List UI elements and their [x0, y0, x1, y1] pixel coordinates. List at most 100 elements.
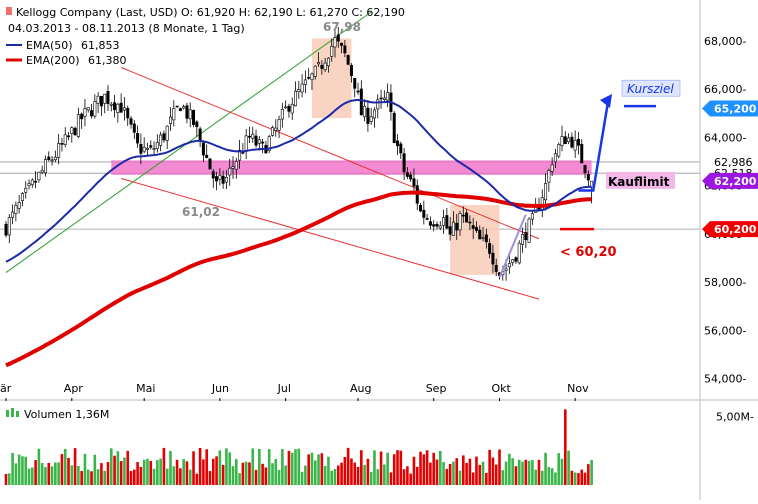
month-label: är	[0, 382, 12, 395]
volume-bar	[251, 448, 255, 485]
volume-bar	[169, 450, 172, 485]
candle	[70, 126, 74, 143]
volume-bar	[313, 460, 317, 485]
volume-bar	[277, 469, 281, 485]
volume-bar	[392, 454, 396, 485]
volume-bar	[60, 454, 64, 485]
candle	[442, 209, 446, 234]
legend-ema50-name: EMA(50)	[26, 39, 73, 52]
volume-bar	[109, 448, 113, 485]
volume-bar	[333, 468, 337, 485]
volume-bar	[162, 447, 166, 485]
candle	[313, 65, 317, 80]
candle	[583, 164, 587, 179]
candle	[14, 201, 18, 222]
candle	[116, 102, 120, 123]
svg-text:65,200: 65,200	[714, 103, 757, 116]
volume-bar	[455, 458, 459, 485]
support-zone	[111, 160, 592, 175]
volume-bar	[422, 454, 426, 485]
candle	[43, 155, 47, 177]
candle	[530, 210, 534, 225]
volume-bar	[452, 461, 455, 485]
volume-bar	[40, 462, 44, 485]
candle	[471, 217, 475, 240]
candle	[330, 38, 334, 62]
volume-bar	[356, 466, 360, 485]
volume-bar	[511, 458, 514, 485]
volume-bar	[320, 453, 324, 485]
candle	[369, 107, 373, 125]
volume-bar	[567, 450, 570, 485]
volume-bar	[396, 450, 399, 485]
volume-bar	[369, 471, 373, 485]
volume-bar	[468, 458, 472, 485]
candle	[432, 220, 436, 232]
volume-bar	[261, 463, 264, 485]
price-tick-label: 68,000-	[704, 35, 746, 48]
candle	[76, 107, 80, 139]
candle	[136, 125, 140, 148]
candle	[211, 168, 215, 189]
volume-bar	[475, 456, 478, 485]
candle	[415, 179, 419, 211]
volume-bar	[409, 473, 412, 485]
candle	[478, 225, 482, 240]
candle	[67, 132, 71, 141]
level-label: 62,986	[714, 156, 753, 169]
volume-bar	[235, 459, 238, 485]
candle	[132, 120, 136, 140]
volume-bar	[564, 409, 567, 485]
volume-bar	[152, 468, 156, 485]
candle	[4, 221, 8, 238]
candle	[205, 144, 209, 159]
volume-bar	[93, 454, 97, 485]
candle	[474, 221, 478, 233]
candle	[435, 221, 439, 230]
volume-bar	[116, 451, 120, 485]
candle	[359, 80, 363, 116]
candle	[294, 81, 298, 107]
volume-bar	[96, 469, 100, 485]
candle	[586, 170, 590, 188]
volume-bar	[14, 463, 18, 485]
volume-bar	[366, 458, 370, 485]
volume-bar	[70, 465, 74, 485]
volume-bar	[590, 460, 593, 485]
candle	[297, 81, 301, 99]
volume-bar	[198, 447, 202, 485]
chart-date-range: 04.03.2013 - 08.11.2013 (8 Monate, 1 Tag…	[8, 22, 245, 35]
candle	[422, 200, 426, 225]
legend-ema200-value: 61,380	[88, 54, 127, 67]
volume-bar	[373, 450, 376, 485]
volume-bar	[34, 460, 37, 485]
candle	[402, 147, 406, 181]
candle	[343, 39, 347, 58]
candle	[382, 90, 386, 104]
volume-bar	[90, 471, 93, 485]
volume-bar	[508, 453, 511, 485]
month-label: Jul	[277, 382, 291, 395]
volume-bar	[297, 448, 301, 485]
month-label: Nov	[567, 382, 589, 395]
volume-bar	[44, 467, 47, 485]
candle	[274, 119, 278, 137]
volume-bar	[340, 462, 343, 485]
candle	[149, 140, 153, 150]
candle	[165, 125, 169, 149]
candle	[468, 215, 472, 231]
volume-legend-icon	[6, 408, 19, 417]
volume-tick-label: 5,00M-	[716, 410, 754, 423]
candle	[396, 134, 400, 156]
candle	[241, 143, 245, 155]
volume-bar	[376, 469, 380, 485]
volume-bar	[554, 472, 557, 485]
candle	[155, 134, 159, 153]
volume-bar	[37, 448, 41, 485]
volume-bar	[458, 470, 462, 485]
candle	[60, 137, 64, 152]
candle	[511, 259, 515, 266]
candle	[527, 217, 531, 243]
volume-label: Volumen 1,36M	[24, 408, 109, 421]
candle	[570, 132, 574, 149]
